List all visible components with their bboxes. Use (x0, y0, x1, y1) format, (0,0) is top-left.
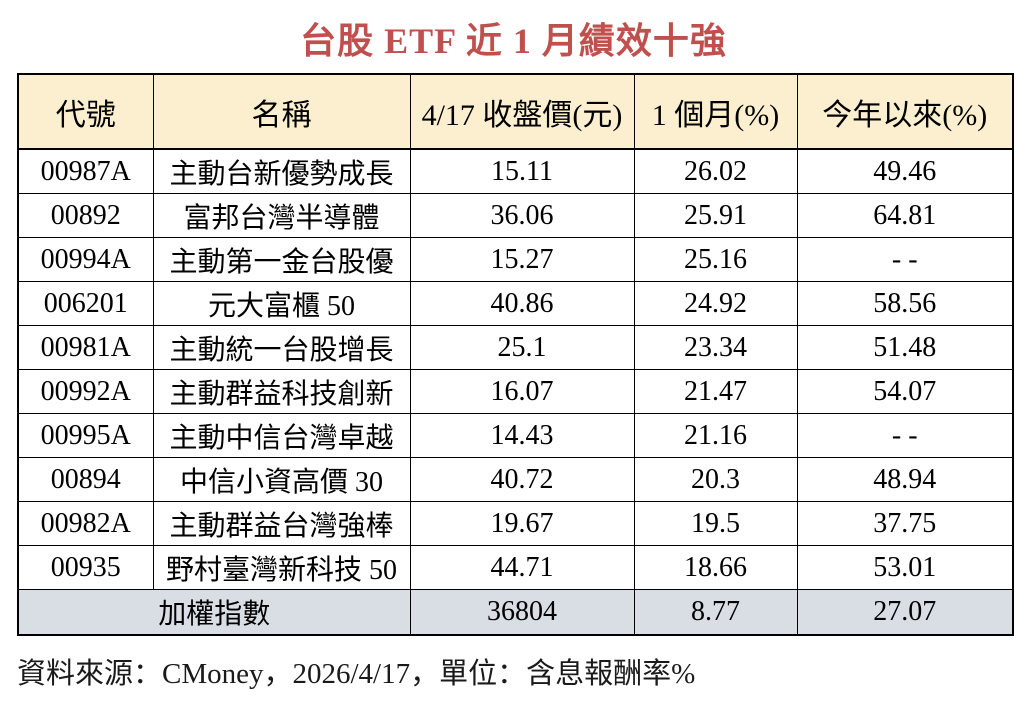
cell-ytd: 58.56 (796, 281, 1014, 326)
table-row: 00992A 主動群益科技創新 16.07 21.47 54.07 (17, 369, 1014, 414)
cell-name: 中信小資高價 30 (152, 457, 411, 502)
etf-performance-table: 代號 名稱 4/17 收盤價(元) 1 個月(%) 今年以來(%) 00987A… (17, 73, 1014, 636)
cell-name: 野村臺灣新科技 50 (152, 545, 411, 590)
cell-close-price: 14.43 (409, 413, 635, 458)
source-note: 資料來源：CMoney，2026/4/17，單位：含息報酬率% (17, 658, 696, 690)
cell-code: 00992A (17, 369, 154, 414)
table-row: 00892 富邦台灣半導體 36.06 25.91 64.81 (17, 193, 1014, 238)
cell-code: 00894 (17, 457, 154, 502)
cell-ytd: 48.94 (796, 457, 1014, 502)
cell-code: 00994A (17, 237, 154, 282)
cell-close-price: 44.71 (409, 545, 635, 590)
cell-close-price: 19.67 (409, 501, 635, 546)
header-row: 代號 名稱 4/17 收盤價(元) 1 個月(%) 今年以來(%) (17, 73, 1014, 150)
cell-close-price: 16.07 (409, 369, 635, 414)
cell-ytd: 64.81 (796, 193, 1014, 238)
cell-name: 主動台新優勢成長 (152, 148, 411, 194)
cell-ytd: - - (796, 237, 1014, 282)
cell-name: 主動第一金台股優 (152, 237, 411, 282)
summary-one-month: 8.77 (633, 589, 798, 636)
cell-name: 富邦台灣半導體 (152, 193, 411, 238)
cell-name: 主動群益科技創新 (152, 369, 411, 414)
table-row: 006201 元大富櫃 50 40.86 24.92 58.56 (17, 281, 1014, 326)
cell-close-price: 15.27 (409, 237, 635, 282)
table-header: 代號 名稱 4/17 收盤價(元) 1 個月(%) 今年以來(%) (17, 73, 1014, 150)
cell-one-month: 21.16 (633, 413, 798, 458)
cell-name: 元大富櫃 50 (152, 281, 411, 326)
cell-code: 00935 (17, 545, 154, 590)
cell-one-month: 23.34 (633, 325, 798, 370)
cell-one-month: 18.66 (633, 545, 798, 590)
cell-ytd: - - (796, 413, 1014, 458)
page-title: 台股 ETF 近 1 月績效十強 (300, 21, 727, 61)
header-ytd: 今年以來(%) (796, 73, 1014, 150)
cell-close-price: 40.72 (409, 457, 635, 502)
table-footer: 加權指數 36804 8.77 27.07 (17, 589, 1014, 636)
cell-code: 00982A (17, 501, 154, 546)
header-close-price: 4/17 收盤價(元) (409, 73, 635, 150)
cell-one-month: 24.92 (633, 281, 798, 326)
cell-code: 00987A (17, 148, 154, 194)
cell-one-month: 19.5 (633, 501, 798, 546)
cell-close-price: 25.1 (409, 325, 635, 370)
cell-ytd: 53.01 (796, 545, 1014, 590)
cell-ytd: 51.48 (796, 325, 1014, 370)
cell-name: 主動群益台灣強棒 (152, 501, 411, 546)
cell-close-price: 15.11 (409, 148, 635, 194)
summary-close-price: 36804 (409, 589, 635, 636)
table-row: 00994A 主動第一金台股優 15.27 25.16- - (17, 237, 1014, 282)
table-row: 00987A 主動台新優勢成長 15.11 26.02 49.46 (17, 148, 1014, 194)
cell-code: 006201 (17, 281, 154, 326)
cell-one-month: 20.3 (633, 457, 798, 502)
table-row: 00981A 主動統一台股增長 25.1 23.34 51.48 (17, 325, 1014, 370)
cell-close-price: 40.86 (409, 281, 635, 326)
header-name: 名稱 (152, 73, 411, 150)
header-one-month: 1 個月(%) (633, 73, 798, 150)
cell-code: 00892 (17, 193, 154, 238)
table-row: 00894 中信小資高價 30 40.72 20.3 48.94 (17, 457, 1014, 502)
cell-name: 主動統一台股增長 (152, 325, 411, 370)
cell-name: 主動中信台灣卓越 (152, 413, 411, 458)
cell-ytd: 49.46 (796, 148, 1014, 194)
summary-ytd: 27.07 (796, 589, 1014, 636)
summary-label: 加權指數 (17, 589, 411, 636)
cell-one-month: 26.02 (633, 148, 798, 194)
cell-ytd: 54.07 (796, 369, 1014, 414)
table-body: 00987A 主動台新優勢成長 15.11 26.02 49.46 00892 富邦台灣半導… (17, 148, 1014, 590)
cell-code: 00981A (17, 325, 154, 370)
cell-ytd: 37.75 (796, 501, 1014, 546)
table-row: 00982A 主動群益台灣強棒 19.67 19.5 37.75 (17, 501, 1014, 546)
summary-row: 加權指數 36804 8.77 27.07 (17, 589, 1014, 636)
cell-one-month: 21.47 (633, 369, 798, 414)
cell-code: 00995A (17, 413, 154, 458)
header-code: 代號 (17, 73, 154, 150)
cell-close-price: 36.06 (409, 193, 635, 238)
cell-one-month: 25.91 (633, 193, 798, 238)
table-row: 00995A 主動中信台灣卓越 14.43 21.16- - (17, 413, 1014, 458)
cell-one-month: 25.16 (633, 237, 798, 282)
table-row: 00935 野村臺灣新科技 50 44.71 18.66 53.01 (17, 545, 1014, 590)
